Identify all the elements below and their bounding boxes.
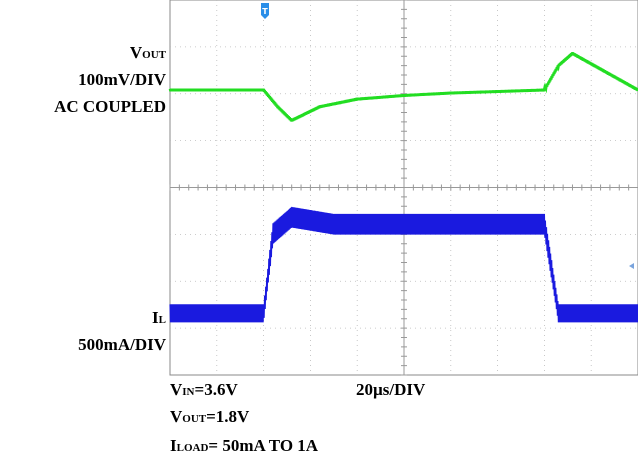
il-label-main: I	[152, 308, 159, 327]
vout-main: V	[170, 407, 183, 426]
vout-value: =1.8V	[206, 407, 250, 426]
trigger-marker: T	[261, 3, 269, 19]
vin-main: V	[170, 380, 183, 399]
il-trace	[169, 206, 638, 323]
trigger-icon	[261, 3, 269, 19]
iload-annotation: ILOAD= 50mA TO 1A	[170, 437, 318, 454]
vout-label-main: V	[129, 43, 143, 62]
traces	[168, 51, 638, 323]
il-scale: 500mA/DIV	[78, 335, 166, 354]
vout-sub: OUT	[182, 413, 207, 425]
il-label-sub: L	[158, 314, 166, 326]
time-scale: 20µs/DIV	[356, 380, 426, 399]
iload-main: I	[170, 436, 177, 455]
vout-scale: 100mV/DIV	[78, 70, 166, 89]
vin-sub: IN	[182, 386, 195, 398]
vout-channel-label: VOUT	[130, 44, 166, 61]
iload-sub: LOAD	[176, 442, 209, 454]
vout-coupling: AC COUPLED	[54, 97, 166, 116]
vin-annotation: VIN=3.6V	[170, 381, 238, 398]
vin-value: =3.6V	[194, 380, 238, 399]
iload-value: = 50mA TO 1A	[208, 436, 319, 455]
vout-label-sub: OUT	[142, 49, 166, 61]
vout-annotation: VOUT=1.8V	[170, 408, 249, 425]
offset-arrow-icon	[629, 263, 634, 269]
vout-trace	[168, 51, 638, 122]
trigger-label: T	[262, 7, 268, 16]
il-channel-label: IL	[152, 309, 166, 326]
